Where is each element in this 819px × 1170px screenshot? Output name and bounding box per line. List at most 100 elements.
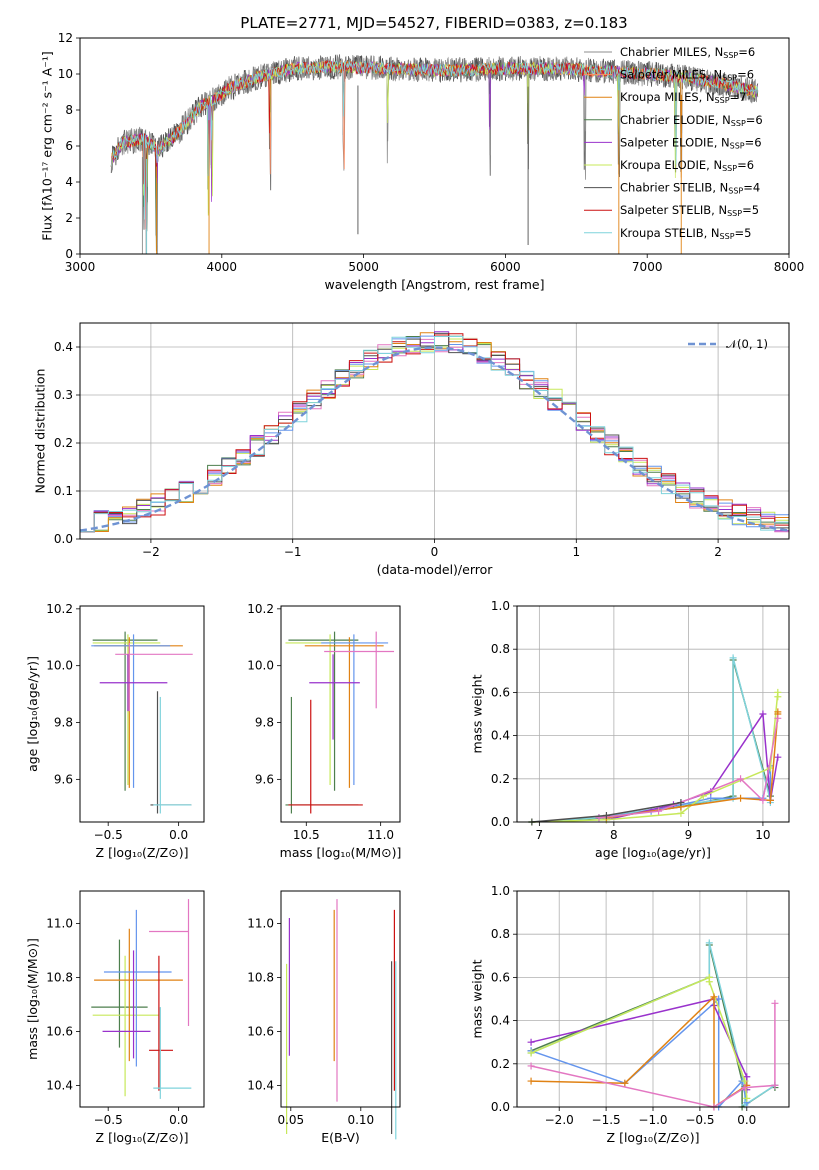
plot-frame [79,890,205,1108]
legend-count: =6 [737,68,754,82]
data-point-marker [707,794,715,802]
data-point-marker [655,807,663,815]
plot-frame [516,605,790,823]
legend-count: =6 [746,113,763,127]
data-point-marker [741,1084,749,1092]
x-tick-label: 7 [536,828,544,842]
x-tick-label: −1.0 [638,1113,667,1127]
data-point-marker [743,1073,751,1081]
legend-label: Chabrier MILES, NSSP=6 [620,45,755,60]
x-tick-label: 2 [714,545,722,559]
x-tick-label: 3000 [65,260,96,274]
x-tick-label: −2.0 [545,1113,574,1127]
x-axis-label: (data-model)/error [377,562,494,577]
mass-vs-ebv-panel: 0.05 0.10 10.4 10.6 10.8 11.0 E(B-V) [247,890,401,1145]
x-tick-label: 9 [685,828,693,842]
legend-count: =6 [738,45,755,59]
age-vs-metallicity-panel: −0.5 0.0 9.6 9.8 10.0 10.2 Z [log₁₀(Z/Z⊙)] age … [25,602,205,860]
data-point-marker [677,809,685,817]
spectrum-panel: 3000 4000 5000 6000 7000 8000 0 2 4 6 8 10 12 wavelen… [40,31,805,292]
y-tick-label: 10.2 [46,602,73,616]
y-tick-label: 10.2 [247,602,274,616]
y-tick-label: 0.1 [54,484,73,498]
data-point-marker [527,1038,535,1046]
x-tick-label: −0.5 [94,1113,123,1127]
legend-label: Salpeter ELODIE, NSSP=6 [620,135,762,150]
y-tick-label: 0.4 [491,1014,510,1028]
data-point-marker [705,978,713,986]
y-tick-label: 0.4 [54,340,73,354]
plot-frame [79,605,205,823]
legend-subscript: SSP [728,187,743,196]
y-tick-label: 11.0 [247,916,274,930]
data-point-marker [677,799,685,807]
y-tick-label: 12 [58,31,73,45]
y-tick-label: 0.6 [491,685,510,699]
data-point-marker [527,1062,535,1070]
data-point-marker [743,1094,751,1102]
y-tick-label: 0.3 [54,388,73,402]
data-point-marker [759,710,767,718]
y-tick-label: 10.6 [46,1024,73,1038]
x-tick-label: 0.0 [737,1113,756,1127]
legend-subscript: SSP [731,119,746,128]
x-tick-label: 0 [431,545,439,559]
mass-weight-line [531,657,772,823]
data-point-marker [741,1077,749,1085]
x-axis-label: wavelength [Angstrom, rest frame] [324,277,544,292]
y-tick-label: 0 [65,247,73,261]
x-axis-label: Z [log₁₀(Z/Z⊙)] [96,1130,189,1145]
x-axis-label: Z [log₁₀(Z/Z⊙)] [607,1130,700,1145]
x-tick-label: 0.10 [347,1113,374,1127]
legend-label: Salpeter MILES, NSSP=6 [620,68,754,83]
y-tick-label: 9.8 [54,716,73,730]
data-point-marker [737,794,745,802]
figure-title: PLATE=2771, MJD=54527, FIBERID=0383, z=0… [240,14,627,32]
y-axis-label: mass [log₁₀(M/M⊙)] [25,938,40,1060]
y-tick-label: 11.0 [46,916,73,930]
x-tick-label: 6000 [490,260,521,274]
y-axis-label: mass weight [469,959,484,1038]
y-tick-label: 10.0 [247,659,274,673]
legend-count: =5 [735,226,752,240]
legend-label: Salpeter STELIB, NSSP=5 [620,203,759,218]
x-tick-label: 7000 [632,260,663,274]
y-tick-label: 10.8 [247,970,274,984]
y-tick-label: 0.0 [491,1100,510,1114]
y-axis-label: Flux [fλ10⁻¹⁷ erg cm⁻² s⁻¹ A⁻¹] [40,51,55,240]
x-tick-label: 0.05 [277,1113,304,1127]
residual-histogram-panel: 𝒩(0, 1) −2 −1 0 1 2 0.0 0.1 0.2 0.3 0.4 (data-model… [32,322,790,577]
y-tick-label: 9.6 [54,772,73,786]
x-axis-label: Z [log₁₀(Z/Z⊙)] [96,845,189,860]
y-tick-label: 0.8 [491,642,510,656]
data-point-marker [621,1079,629,1087]
spectrum-legend: Chabrier MILES, NSSP=6 Salpeter MILES, NS… [584,45,763,241]
mass-weight-line [531,692,779,823]
data-point-marker [705,939,713,947]
legend-count: =5 [742,203,759,217]
spectrum-line [110,60,759,220]
legend-count: =6 [737,158,754,172]
legend-label: 𝒩(0, 1) [726,337,768,351]
data-point-marker [527,1049,535,1057]
legend-subscript: SSP [727,209,742,218]
x-tick-label: 4000 [207,260,238,274]
x-tick-label: 8 [610,828,618,842]
y-tick-label: 8 [65,103,73,117]
y-tick-label: 10 [58,67,73,81]
x-tick-label: 10.5 [293,828,320,842]
data-point-marker [771,1081,779,1089]
data-point-marker [766,796,774,804]
age-vs-mass-panel: 10.5 11.0 9.6 9.8 10.0 10.2 mass [log₁₀(M/M⊙)] [247,602,401,860]
mass-weight-line [530,997,748,1109]
x-tick-label: 1 [572,545,580,559]
y-tick-label: 0.0 [54,532,73,546]
x-tick-label: 10 [755,828,770,842]
x-tick-label: −1 [284,545,302,559]
x-tick-label: 8000 [774,260,805,274]
y-tick-label: 0.2 [491,1057,510,1071]
legend-subscript: SSP [720,232,735,241]
mass-vs-metallicity-panel: −0.5 0.0 10.4 10.6 10.8 11.0 Z [log₁₀(Z/Z⊙)] ma… [25,890,205,1145]
data-point-marker [771,999,779,1007]
